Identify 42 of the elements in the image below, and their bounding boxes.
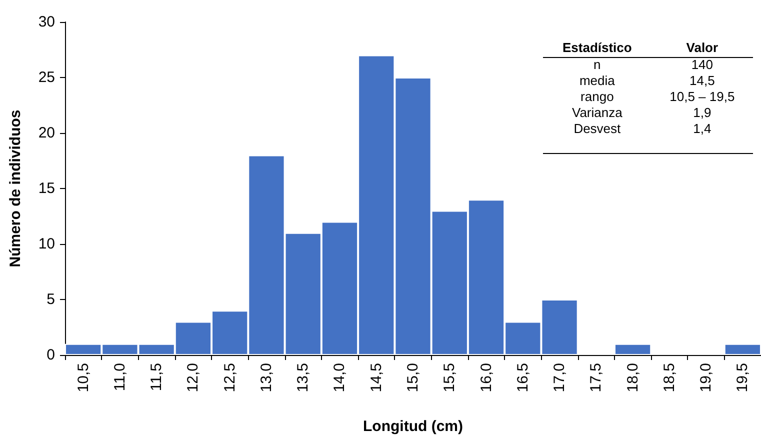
bar xyxy=(724,344,761,355)
x-tick-label: 17,0 xyxy=(551,363,568,392)
x-axis-title: Longitud (cm) xyxy=(363,418,463,435)
y-tick-label: 20 xyxy=(38,124,55,142)
x-tick-label: 13,5 xyxy=(294,363,312,392)
annotation: Desvest xyxy=(572,121,622,138)
x-tick-label: 11,0 xyxy=(111,363,128,392)
y-tick-label: 10 xyxy=(38,236,55,252)
x-tick-label: 19,0 xyxy=(698,363,715,392)
x-tick-label: 12,5 xyxy=(221,363,238,392)
annotation: 10,5 – 19,5 xyxy=(668,89,736,105)
annotation: 1,4 xyxy=(692,121,712,138)
annotation: n xyxy=(592,57,602,73)
x-tick-label: 14,5 xyxy=(368,363,385,392)
x-tick-label: 13,0 xyxy=(258,363,275,392)
y-tick-label: 5 xyxy=(46,291,55,308)
annotation: Estadístico xyxy=(561,38,633,56)
y-tick-label: 15 xyxy=(38,180,55,197)
x-tick-label: 18,0 xyxy=(624,363,642,392)
y-tick-label: 0 xyxy=(46,346,55,364)
y-axis-title: Número de individuos xyxy=(7,110,24,268)
x-tick-label: 12,0 xyxy=(184,363,202,392)
bar xyxy=(614,344,652,355)
x-tick-label: 19,5 xyxy=(734,363,752,392)
annotation: media xyxy=(578,73,616,89)
x-tick-label: 11,5 xyxy=(148,363,166,392)
annotation: rango xyxy=(580,89,615,105)
x-tick-label: 16,0 xyxy=(478,363,495,392)
x-tick-label: 16,5 xyxy=(514,363,532,392)
annotation: 1,9 xyxy=(692,105,712,121)
y-tick-label: 30 xyxy=(38,14,55,30)
x-tick-label: 18,5 xyxy=(660,363,678,392)
x-tick-label: 15,0 xyxy=(404,363,422,392)
y-tick-label: 25 xyxy=(38,69,55,86)
annotation: Varianza xyxy=(571,105,624,121)
annotation: 140 xyxy=(690,57,714,73)
x-tick-label: 14,0 xyxy=(331,363,348,392)
x-tick-label: 10,5 xyxy=(74,363,92,392)
annotation: 14,5 xyxy=(688,73,716,89)
x-tick-label: 15,5 xyxy=(441,363,458,392)
x-tick-label: 17,5 xyxy=(588,363,605,392)
annotation: Valor xyxy=(685,38,720,56)
